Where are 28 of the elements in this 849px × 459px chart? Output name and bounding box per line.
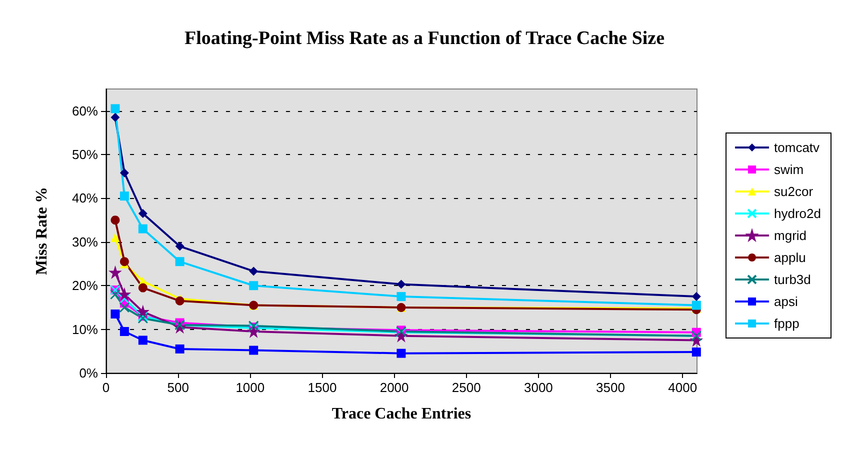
legend-label: turb3d: [774, 272, 811, 287]
y-tick-label: 60%: [72, 103, 98, 118]
chart-title: Floating-Point Miss Rate as a Function of Trace Cache Size: [184, 28, 665, 49]
x-tick-label: 3000: [524, 380, 553, 395]
legend-label: swim: [774, 162, 804, 177]
x-tick-label: 2000: [380, 380, 409, 395]
x-tick-label: 3500: [596, 380, 625, 395]
legend-label: applu: [774, 250, 806, 265]
x-tick-label: 500: [167, 380, 189, 395]
y-tick-label: 30%: [72, 234, 98, 250]
legend-label: fppp: [774, 316, 800, 331]
x-tick-label: 1000: [236, 380, 265, 395]
legend-label: hydro2d: [774, 206, 822, 221]
y-tick-label: 40%: [72, 190, 98, 206]
x-tick-label: 0: [102, 380, 110, 395]
x-tick-label: 1500: [308, 380, 337, 395]
y-tick-label: 50%: [72, 147, 98, 162]
y-tick-label: 10%: [72, 322, 98, 337]
x-tick-label: 4000: [668, 380, 698, 395]
legend-label: apsi: [774, 294, 798, 309]
legend-label: mgrid: [774, 228, 807, 243]
y-tick-label: 20%: [72, 278, 98, 294]
y-axis-title: Miss Rate %: [34, 187, 50, 275]
x-axis-title: Trace Cache Entries: [332, 406, 472, 422]
x-tick-label: 2500: [452, 380, 481, 395]
legend-label: su2cor: [774, 184, 814, 199]
legend-label: tomcatv: [774, 140, 820, 155]
y-tick-label: 0%: [79, 366, 98, 380]
